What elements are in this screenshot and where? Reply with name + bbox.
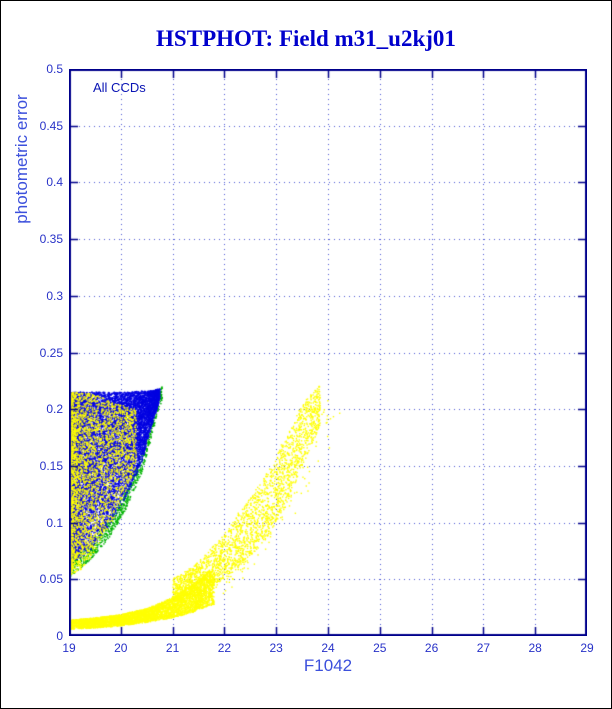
x-tick-label: 24	[321, 641, 335, 655]
y-tick-label: 0.2	[46, 402, 63, 417]
y-axis-label: photometric error	[12, 94, 31, 224]
y-tick-label: 0.35	[39, 232, 63, 247]
y-tick-label: 0	[56, 629, 63, 643]
scatter-plot-canvas	[69, 69, 587, 636]
x-tick-label: 28	[528, 641, 542, 655]
x-tick-label: 19	[62, 641, 76, 655]
x-tick-label: 25	[373, 641, 387, 655]
x-tick-label: 26	[424, 641, 439, 655]
y-tick-label: 0.45	[39, 118, 63, 133]
y-tick-label: 0.5	[46, 62, 63, 76]
x-tick-label: 20	[114, 641, 128, 655]
figure-title: HSTPHOT: Field m31_u2kj01	[156, 26, 456, 51]
x-tick-label: 21	[165, 641, 180, 655]
y-tick-label: 0.15	[39, 458, 63, 473]
y-tick-label: 0.1	[46, 515, 63, 530]
x-tick-label: 22	[217, 641, 232, 655]
x-axis-label: F1042	[303, 656, 353, 675]
y-tick-label: 0.3	[46, 288, 63, 303]
x-tick-label: 27	[476, 641, 491, 655]
x-tick-label: 29	[580, 641, 594, 655]
y-tick-label: 0.05	[39, 572, 63, 587]
y-tick-label: 0.4	[46, 175, 63, 190]
y-tick-label: 0.25	[39, 345, 63, 360]
ccd-annotation: All CCDs	[93, 80, 146, 95]
x-tick-label: 23	[269, 641, 283, 655]
